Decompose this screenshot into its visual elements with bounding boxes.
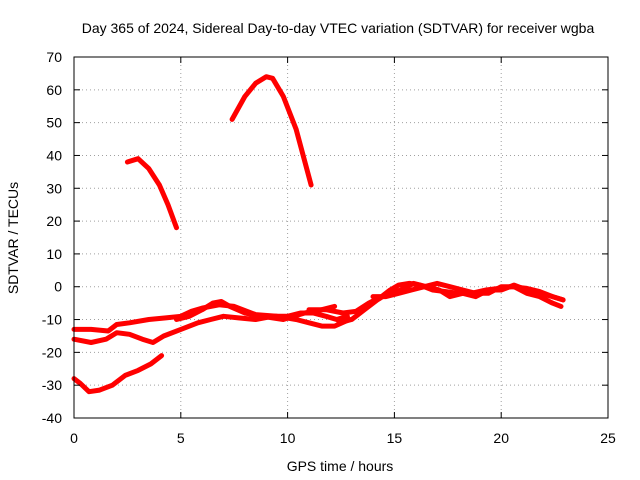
y-tick-label: 60: [46, 82, 62, 98]
y-tick-label: 50: [46, 115, 62, 131]
y-tick-label: 10: [46, 246, 62, 262]
series-line-arc-1: [71, 353, 165, 395]
series-line-arc-9: [370, 280, 564, 309]
y-tick-label: -10: [42, 312, 62, 328]
series-line-arc-6: [174, 299, 338, 322]
x-tick-label: 20: [493, 430, 509, 446]
x-tick-label: 10: [280, 430, 296, 446]
series-line-arc-8: [336, 280, 566, 326]
x-axis-label: GPS time / hours: [287, 458, 394, 474]
y-tick-label: 20: [46, 213, 62, 229]
y-tick-label: 40: [46, 147, 62, 163]
y-tick-label: 70: [46, 49, 62, 65]
axes: 0 5 10 15 20 25 -40 -30 -20 -10 0 10 20 30 40 50 60 70: [42, 49, 616, 446]
series-line-arc-3: [229, 74, 314, 188]
y-axis-label: SDTVAR / TECUs: [5, 182, 21, 294]
x-tick-label: 15: [387, 430, 403, 446]
chart-title: Day 365 of 2024, Sidereal Day-to-day VTE…: [82, 20, 595, 36]
y-tick-label: 0: [54, 279, 62, 295]
y-tick-label: -40: [42, 410, 62, 426]
y-tick-label: 30: [46, 180, 62, 196]
plot-border: [73, 56, 609, 419]
x-tick-label: 0: [70, 430, 78, 446]
x-tick-label: 5: [177, 430, 185, 446]
series-line-arc-2: [124, 156, 179, 231]
y-tick-label: -20: [42, 344, 62, 360]
x-tick-label: 25: [600, 430, 616, 446]
y-tick-label: -30: [42, 377, 62, 393]
series-layer: [71, 74, 566, 395]
